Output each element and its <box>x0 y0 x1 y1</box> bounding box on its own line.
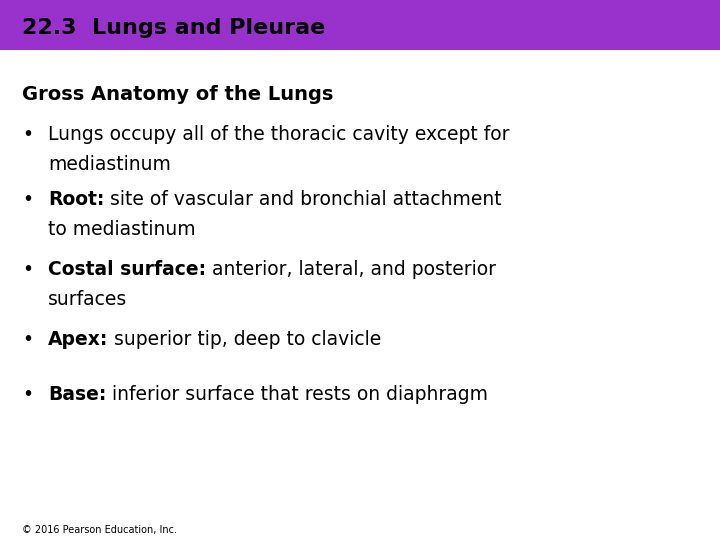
Text: Base:: Base: <box>48 385 107 404</box>
Text: •: • <box>22 125 33 144</box>
Text: Apex:: Apex: <box>48 330 109 349</box>
Text: Root:: Root: <box>48 190 104 209</box>
Text: © 2016 Pearson Education, Inc.: © 2016 Pearson Education, Inc. <box>22 525 177 535</box>
Text: 22.3  Lungs and Pleurae: 22.3 Lungs and Pleurae <box>22 18 325 38</box>
Text: •: • <box>22 190 33 209</box>
Text: surfaces: surfaces <box>48 290 127 309</box>
Text: superior tip, deep to clavicle: superior tip, deep to clavicle <box>109 330 382 349</box>
Text: •: • <box>22 385 33 404</box>
Text: site of vascular and bronchial attachment: site of vascular and bronchial attachmen… <box>104 190 502 209</box>
Text: anterior, lateral, and posterior: anterior, lateral, and posterior <box>206 260 496 279</box>
Bar <box>0 0 720 50</box>
Text: Costal surface:: Costal surface: <box>48 260 206 279</box>
Text: •: • <box>22 260 33 279</box>
Text: Gross Anatomy of the Lungs: Gross Anatomy of the Lungs <box>22 85 333 104</box>
Text: Lungs occupy all of the thoracic cavity except for: Lungs occupy all of the thoracic cavity … <box>48 125 510 144</box>
Text: to mediastinum: to mediastinum <box>48 220 196 239</box>
Text: inferior surface that rests on diaphragm: inferior surface that rests on diaphragm <box>107 385 488 404</box>
Text: mediastinum: mediastinum <box>48 155 171 174</box>
Text: •: • <box>22 330 33 349</box>
